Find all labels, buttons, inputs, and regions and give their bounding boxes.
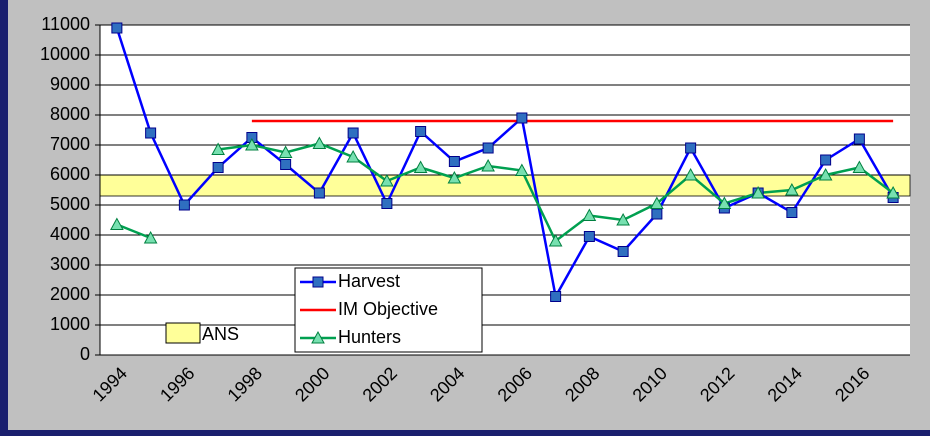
marker bbox=[178, 199, 190, 211]
marker bbox=[886, 185, 900, 199]
y-tick-label: 0 bbox=[80, 344, 90, 364]
marker bbox=[145, 127, 157, 139]
legend-marker bbox=[312, 276, 324, 288]
series-line bbox=[115, 27, 895, 301]
marker bbox=[650, 196, 664, 209]
y-tick-label: 10000 bbox=[40, 44, 90, 64]
marker bbox=[853, 133, 865, 145]
marker bbox=[313, 187, 325, 199]
marker bbox=[212, 162, 224, 173]
marker bbox=[516, 112, 528, 124]
marker bbox=[582, 208, 597, 221]
marker bbox=[683, 167, 698, 181]
marker bbox=[550, 291, 562, 302]
legend-band bbox=[165, 322, 201, 344]
y-tick-label: 6000 bbox=[50, 164, 90, 184]
legend-marker bbox=[312, 276, 324, 288]
marker bbox=[415, 126, 427, 137]
y-tick-label: 1000 bbox=[50, 314, 90, 334]
marker bbox=[143, 230, 158, 244]
marker bbox=[380, 173, 394, 187]
y-tick-label: 8000 bbox=[50, 104, 90, 124]
y-tick-label: 3000 bbox=[50, 254, 90, 274]
marker bbox=[481, 158, 495, 172]
marker bbox=[852, 160, 867, 173]
marker bbox=[651, 208, 663, 220]
marker bbox=[583, 231, 595, 242]
y-tick-label: 7000 bbox=[50, 134, 90, 154]
marker bbox=[785, 182, 799, 196]
marker bbox=[548, 233, 563, 247]
marker bbox=[616, 212, 630, 226]
marker bbox=[818, 167, 833, 181]
marker bbox=[617, 246, 629, 257]
legend-marker bbox=[311, 330, 325, 344]
marker bbox=[413, 160, 428, 173]
marker bbox=[312, 136, 327, 149]
marker bbox=[381, 198, 393, 209]
marker bbox=[448, 156, 460, 167]
legend-label: Harvest bbox=[338, 271, 400, 291]
marker bbox=[482, 142, 494, 154]
marker bbox=[685, 142, 697, 154]
y-tick-label: 4000 bbox=[50, 224, 90, 244]
marker bbox=[717, 196, 732, 209]
y-tick-label: 9000 bbox=[50, 74, 90, 94]
marker bbox=[820, 154, 832, 166]
border-bottom bbox=[0, 430, 930, 436]
marker bbox=[751, 185, 765, 199]
y-tick-label: 2000 bbox=[50, 284, 90, 304]
marker bbox=[278, 145, 293, 158]
border-left bbox=[0, 0, 8, 436]
legend-label: ANS bbox=[202, 324, 239, 344]
marker bbox=[211, 142, 225, 155]
marker bbox=[245, 137, 259, 151]
marker bbox=[111, 22, 123, 34]
marker bbox=[786, 207, 798, 218]
legend-marker bbox=[311, 330, 325, 344]
marker bbox=[346, 149, 360, 163]
y-tick-label: 11000 bbox=[41, 14, 90, 34]
legend-label: Hunters bbox=[338, 327, 401, 347]
marker bbox=[515, 163, 529, 176]
marker bbox=[347, 127, 359, 139]
marker bbox=[447, 170, 462, 184]
marker bbox=[280, 159, 292, 170]
marker bbox=[110, 217, 124, 230]
y-tick-label: 5000 bbox=[50, 194, 90, 214]
legend-label: IM Objective bbox=[338, 299, 438, 319]
